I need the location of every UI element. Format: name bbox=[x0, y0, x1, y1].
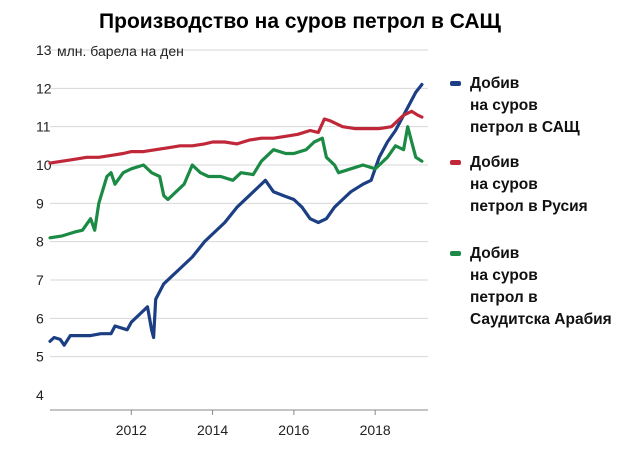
y-axis-ticks: 4 5 6 7 8 9 10 11 12 13 bbox=[36, 42, 52, 403]
legend-label-line: Добив bbox=[470, 245, 520, 262]
y-tick-label: 10 bbox=[36, 157, 52, 173]
legend-label-line: Добив bbox=[470, 75, 520, 92]
y-tick-label: 4 bbox=[36, 387, 44, 403]
y-axis-label: млн. барела на ден bbox=[57, 43, 184, 59]
y-tick-label: 12 bbox=[36, 80, 52, 96]
x-tick-label: 2012 bbox=[116, 422, 147, 438]
legend-swatch bbox=[450, 81, 461, 86]
legend-item-1: Добив на суров петрол в Русия bbox=[448, 152, 588, 218]
legend-label-line: петрол в bbox=[470, 289, 538, 306]
series-line-2 bbox=[48, 125, 424, 240]
series-line-0 bbox=[48, 82, 424, 347]
legend-swatch bbox=[450, 160, 461, 165]
y-tick-label: 5 bbox=[36, 349, 44, 365]
y-tick-label: 13 bbox=[36, 42, 52, 58]
legend-label-line: на суров bbox=[470, 97, 538, 114]
series-lines bbox=[48, 82, 424, 347]
legend-swatch bbox=[450, 251, 461, 256]
legend-label-line: на суров bbox=[470, 176, 538, 193]
legend-label-line: Добив bbox=[470, 154, 520, 171]
legend-label-line: петрол в Русия bbox=[470, 198, 588, 215]
x-tick-label: 2014 bbox=[197, 422, 228, 438]
legend-item-2: Добив на суров петрол в Саудитска Арабия bbox=[448, 243, 612, 331]
x-axis-ticks: 2012 2014 2016 2018 bbox=[116, 410, 391, 438]
legend-label-line: петрол в САЩ bbox=[470, 119, 580, 136]
legend-item-0: Добив на суров петрол в САЩ bbox=[448, 73, 580, 139]
y-tick-label: 7 bbox=[36, 272, 44, 288]
y-tick-label: 8 bbox=[36, 234, 44, 250]
x-tick-label: 2016 bbox=[278, 422, 309, 438]
x-tick-label: 2018 bbox=[360, 422, 391, 438]
chart-title: Производство на суров петрол в САЩ bbox=[99, 10, 501, 33]
y-tick-label: 9 bbox=[36, 195, 44, 211]
series-line-1 bbox=[48, 109, 424, 165]
legend-label-line: на суров bbox=[470, 267, 538, 284]
y-tick-label: 6 bbox=[36, 310, 44, 326]
y-tick-label: 11 bbox=[36, 119, 51, 135]
legend-label-line: Саудитска Арабия bbox=[470, 311, 612, 328]
